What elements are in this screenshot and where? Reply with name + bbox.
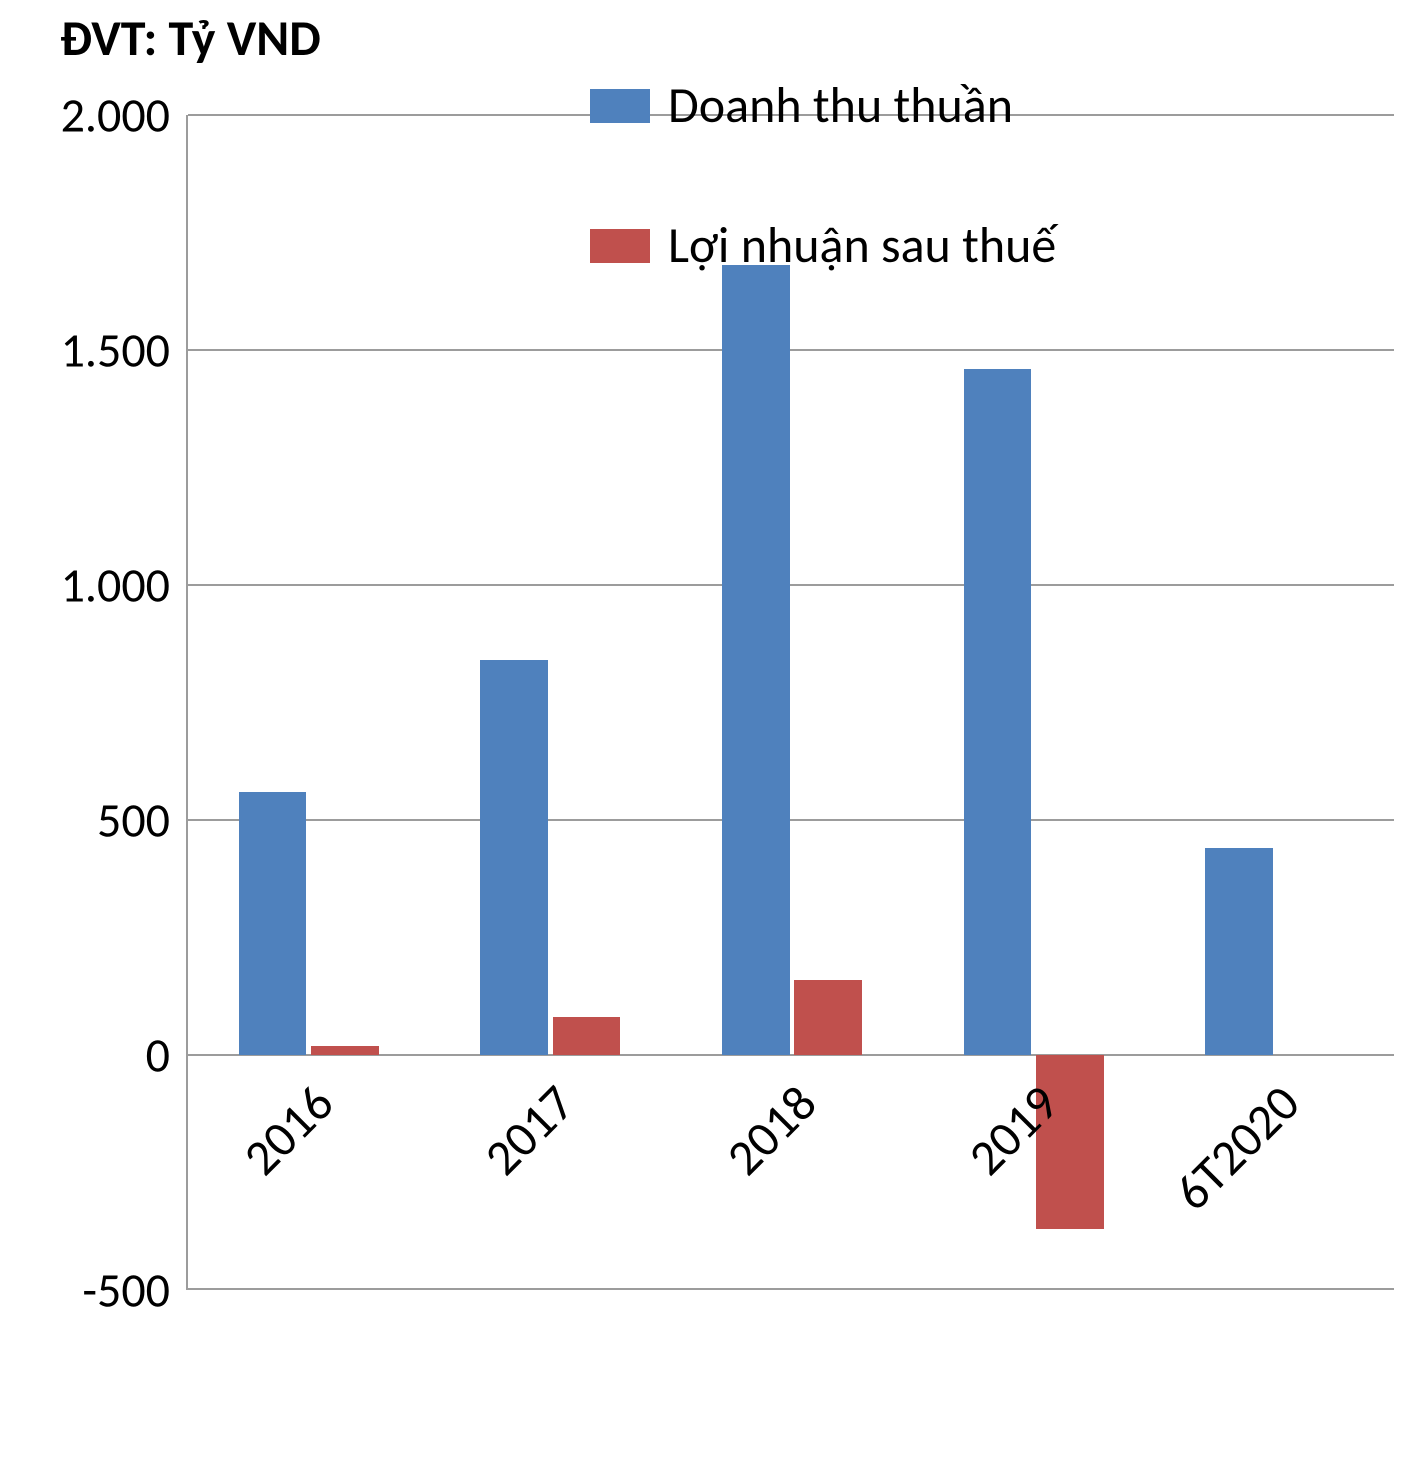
bar-revenue xyxy=(1205,848,1273,1055)
y-tick-label: 1.000 xyxy=(61,556,188,615)
y-tick-label: 500 xyxy=(97,791,188,850)
gridline xyxy=(188,819,1394,821)
legend-swatch xyxy=(590,229,650,263)
legend-row: Doanh thu thuần xyxy=(590,75,1013,136)
y-tick-label: 2.000 xyxy=(61,86,188,145)
legend-label: Doanh thu thuần xyxy=(650,75,1013,136)
legend-swatch xyxy=(590,89,650,123)
y-tick-label: 1.500 xyxy=(61,321,188,380)
bar-revenue xyxy=(722,265,790,1055)
revenue-profit-chart: ĐVT: Tỷ VND -50005001.0001.5002.000 2016… xyxy=(0,0,1416,1478)
y-tick-label: -500 xyxy=(82,1261,188,1320)
bar-profit xyxy=(311,1046,379,1055)
bar-profit xyxy=(1036,1055,1104,1229)
legend-row: Lợi nhuận sau thuế xyxy=(590,215,1056,276)
bar-revenue xyxy=(480,660,548,1055)
chart-unit-label: ĐVT: Tỷ VND xyxy=(60,8,321,69)
bar-revenue xyxy=(964,369,1032,1055)
bar-profit xyxy=(794,980,862,1055)
bar-revenue xyxy=(239,792,307,1055)
gridline xyxy=(188,349,1394,351)
legend-label: Lợi nhuận sau thuế xyxy=(650,215,1056,276)
bar-profit xyxy=(553,1017,621,1055)
y-tick-label: 0 xyxy=(146,1026,188,1085)
gridline xyxy=(188,584,1394,586)
